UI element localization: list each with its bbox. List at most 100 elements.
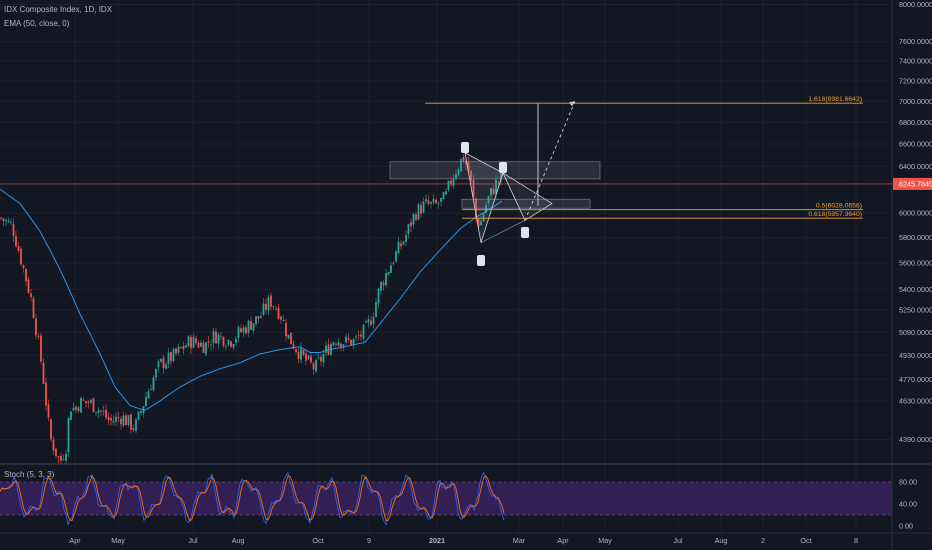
candle-body (447, 180, 450, 190)
time-tick-label: 9 (367, 536, 371, 545)
candle-body (392, 263, 395, 265)
candle-body (202, 342, 205, 353)
time-tick-label: Oct (312, 536, 323, 545)
candle-body (267, 296, 270, 311)
pattern-point-label (461, 142, 469, 153)
candle-body (370, 320, 372, 326)
candle-body (230, 341, 232, 347)
candle-body (67, 418, 70, 453)
time-tick-label: May (598, 536, 612, 545)
candle-body (465, 161, 467, 165)
candle-body (322, 353, 325, 363)
candle-body (60, 455, 62, 461)
candle-body (192, 336, 195, 348)
candle-body (367, 319, 370, 323)
candle-body (410, 222, 412, 227)
candle-body (375, 302, 377, 317)
candle-body (382, 282, 385, 286)
candle-body (317, 357, 320, 359)
candle-body (160, 358, 162, 362)
candle-body (402, 241, 405, 245)
time-tick-label: Mar (513, 536, 526, 545)
candle-body (10, 221, 12, 223)
stoch-tick-label: 40.00 (899, 500, 917, 509)
candle-body (62, 459, 65, 460)
candle-body (47, 403, 50, 418)
candle-body (35, 318, 37, 336)
pattern-point-label (499, 162, 507, 173)
candle-body (185, 345, 187, 348)
candle-body (332, 342, 335, 346)
candle-body (395, 251, 397, 262)
candle-body (155, 368, 157, 378)
candle-body (232, 344, 235, 348)
stoch-tick-label: 80.00 (899, 478, 917, 487)
candle-body (70, 411, 72, 421)
candle-body (297, 351, 300, 359)
candle-body (217, 334, 220, 344)
candle-body (100, 410, 102, 412)
candle-body (265, 304, 267, 310)
candle-body (177, 346, 180, 353)
candle-body (212, 331, 215, 344)
candle-body (87, 401, 90, 404)
price-tick-label: 7000.0000 (899, 97, 932, 106)
candle-body (302, 349, 305, 355)
candle-body (227, 339, 230, 345)
price-axis[interactable]: 8000.0000 7600.0000 7400.0000 7200.0000 7000… (893, 0, 932, 531)
candle-body (130, 414, 132, 430)
time-axis[interactable]: Apr May Jul Aug Oct 9 2021 Mar Apr May Jul Aug 2 Oct 8 (0, 532, 932, 545)
candle-body (5, 220, 7, 222)
candle-body (425, 199, 427, 202)
candle-body (242, 327, 245, 333)
candle-body (430, 202, 432, 204)
candle-body (240, 328, 242, 332)
candle-body (470, 170, 472, 181)
candle-body (390, 265, 392, 274)
candle-body (260, 316, 262, 318)
candle-body (7, 220, 10, 222)
candle-body (440, 197, 442, 202)
price-tick-label: 5400.0000 (899, 285, 932, 294)
candle-body (445, 191, 447, 195)
candle-body (197, 343, 200, 348)
candle-body (492, 188, 495, 195)
price-tick-label: 8000.0000 (899, 0, 932, 9)
candle-body (0, 217, 2, 219)
candle-body (82, 399, 85, 401)
candle-body (152, 377, 155, 391)
candle-body (360, 334, 362, 337)
candle-body (345, 336, 347, 343)
ema-legend[interactable]: EMA (50, close, 0) (4, 19, 70, 28)
symbol-title[interactable]: IDX Composite Index, 1D, IDX (4, 5, 113, 14)
candle-body (255, 316, 257, 325)
fib-level-label: 0.5(6028.0656) (816, 203, 862, 210)
stoch-legend[interactable]: Stoch (5, 3, 3) (4, 470, 55, 479)
candle-body (32, 298, 35, 319)
price-tick-label: 5090.0000 (899, 328, 932, 337)
candle-body (157, 361, 160, 368)
candle-body (407, 224, 410, 235)
candle-body (77, 407, 80, 412)
candle-body (17, 245, 20, 251)
candle-body (175, 348, 177, 354)
candle-body (342, 344, 345, 348)
time-tick-label: May (111, 536, 125, 545)
last-price-label: 6245.7840 (899, 179, 932, 188)
last-price-badge (893, 177, 932, 190)
candle-body (442, 192, 445, 200)
fib-level-label: 1.618(6981.6642) (808, 96, 862, 103)
candle-body (107, 416, 110, 420)
price-tick-label: 7400.0000 (899, 57, 932, 66)
candle-body (485, 205, 487, 214)
candle-body (72, 407, 75, 411)
candle-body (437, 203, 440, 205)
time-tick-label: 8 (854, 536, 858, 545)
candle-body (187, 336, 190, 347)
candle-body (167, 352, 170, 364)
candle-body (65, 453, 67, 461)
stoch-k-line (0, 471, 505, 526)
candle-body (132, 427, 135, 430)
candle-body (180, 347, 182, 349)
